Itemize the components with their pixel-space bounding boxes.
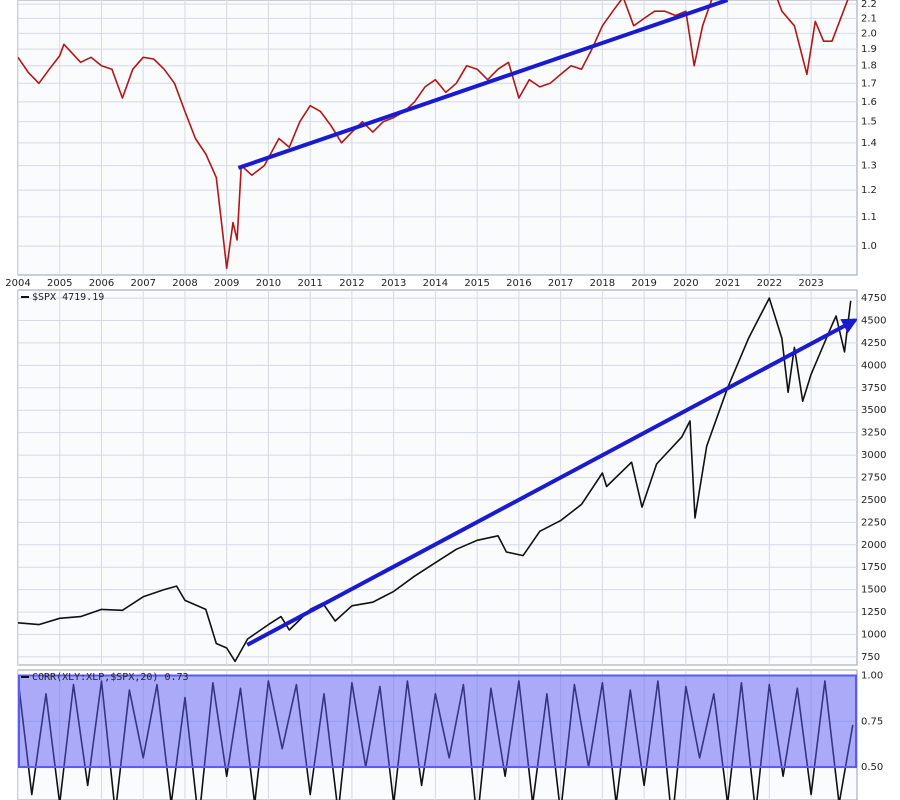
x-tick-label: 2007 bbox=[130, 278, 155, 289]
y-tick-label: 2750 bbox=[861, 473, 886, 484]
y-tick-label: 1.3 bbox=[861, 161, 877, 172]
x-tick-label: 2006 bbox=[89, 278, 114, 289]
x-tick-label: 2023 bbox=[798, 278, 823, 289]
y-tick-label: 4500 bbox=[861, 316, 886, 327]
data-line bbox=[18, 297, 852, 663]
legend-value: 0.73 bbox=[164, 672, 188, 683]
y-tick-label: 1.5 bbox=[861, 117, 877, 128]
legend-value: 4719.19 bbox=[62, 292, 104, 303]
y-tick-label: 1.0 bbox=[861, 241, 877, 252]
y-tick-label: 0.75 bbox=[861, 716, 883, 727]
y-tick-label: 3250 bbox=[861, 428, 886, 439]
trend-line bbox=[246, 318, 857, 647]
x-tick-label: 2016 bbox=[506, 278, 531, 289]
plot-area bbox=[17, 0, 858, 276]
y-tick-label: 2.2 bbox=[861, 0, 877, 10]
y-tick-label: 2.0 bbox=[861, 28, 877, 39]
x-tick-label: 2018 bbox=[590, 278, 615, 289]
y-tick-label: 1.8 bbox=[861, 61, 877, 72]
y-tick-label: 3500 bbox=[861, 405, 886, 416]
x-tick-label: 2013 bbox=[381, 278, 406, 289]
x-tick-label: 2015 bbox=[464, 278, 489, 289]
x-tick-label: 2005 bbox=[47, 278, 72, 289]
y-tick-label: 2.1 bbox=[861, 13, 877, 24]
y-tick-label: 1500 bbox=[861, 585, 886, 596]
x-tick-label: 2020 bbox=[673, 278, 698, 289]
y-tick-label: 4000 bbox=[861, 360, 886, 371]
y-tick-label: 3750 bbox=[861, 383, 886, 394]
trend-line bbox=[237, 0, 729, 170]
band bbox=[18, 674, 857, 769]
y-tick-label: 4750 bbox=[861, 293, 886, 304]
legend-label: $SPX bbox=[32, 292, 56, 303]
plot-layer bbox=[18, 290, 857, 665]
y-tick-label: 2250 bbox=[861, 517, 886, 528]
y-tick-label: 3000 bbox=[861, 450, 886, 461]
y-tick-label: 2000 bbox=[861, 540, 886, 551]
x-tick-label: 2004 bbox=[5, 278, 30, 289]
y-tick-label: 1750 bbox=[861, 562, 886, 573]
y-tick-label: 4250 bbox=[861, 338, 886, 349]
x-tick-label: 2019 bbox=[631, 278, 656, 289]
y-tick-label: 750 bbox=[861, 652, 880, 663]
x-tick-label: 2022 bbox=[757, 278, 782, 289]
y-tick-label: 1.6 bbox=[861, 97, 877, 108]
data-line bbox=[18, 0, 849, 270]
y-tick-label: 1000 bbox=[861, 629, 886, 640]
y-tick-label: 0.50 bbox=[861, 762, 883, 773]
y-tick-label: 1.4 bbox=[861, 138, 877, 149]
x-tick-label: 2009 bbox=[214, 278, 239, 289]
y-tick-label: 1.2 bbox=[861, 185, 877, 196]
plot-layer bbox=[18, 0, 857, 275]
x-tick-label: 2008 bbox=[172, 278, 197, 289]
x-tick-label: 2011 bbox=[297, 278, 322, 289]
y-tick-label: 1.1 bbox=[861, 212, 877, 223]
x-tick-label: 2017 bbox=[548, 278, 573, 289]
y-tick-label: 1.00 bbox=[861, 670, 883, 681]
y-tick-label: 2500 bbox=[861, 495, 886, 506]
y-tick-label: 1.7 bbox=[861, 78, 877, 89]
x-tick-label: 2010 bbox=[256, 278, 281, 289]
x-tick-label: 2021 bbox=[715, 278, 740, 289]
y-tick-label: 1250 bbox=[861, 607, 886, 618]
legend-label: CORR(XLY:XLP,$SPX,20) bbox=[32, 672, 158, 683]
x-tick-label: 2012 bbox=[339, 278, 364, 289]
y-tick-label: 1.9 bbox=[861, 44, 877, 55]
x-tick-label: 2014 bbox=[423, 278, 448, 289]
